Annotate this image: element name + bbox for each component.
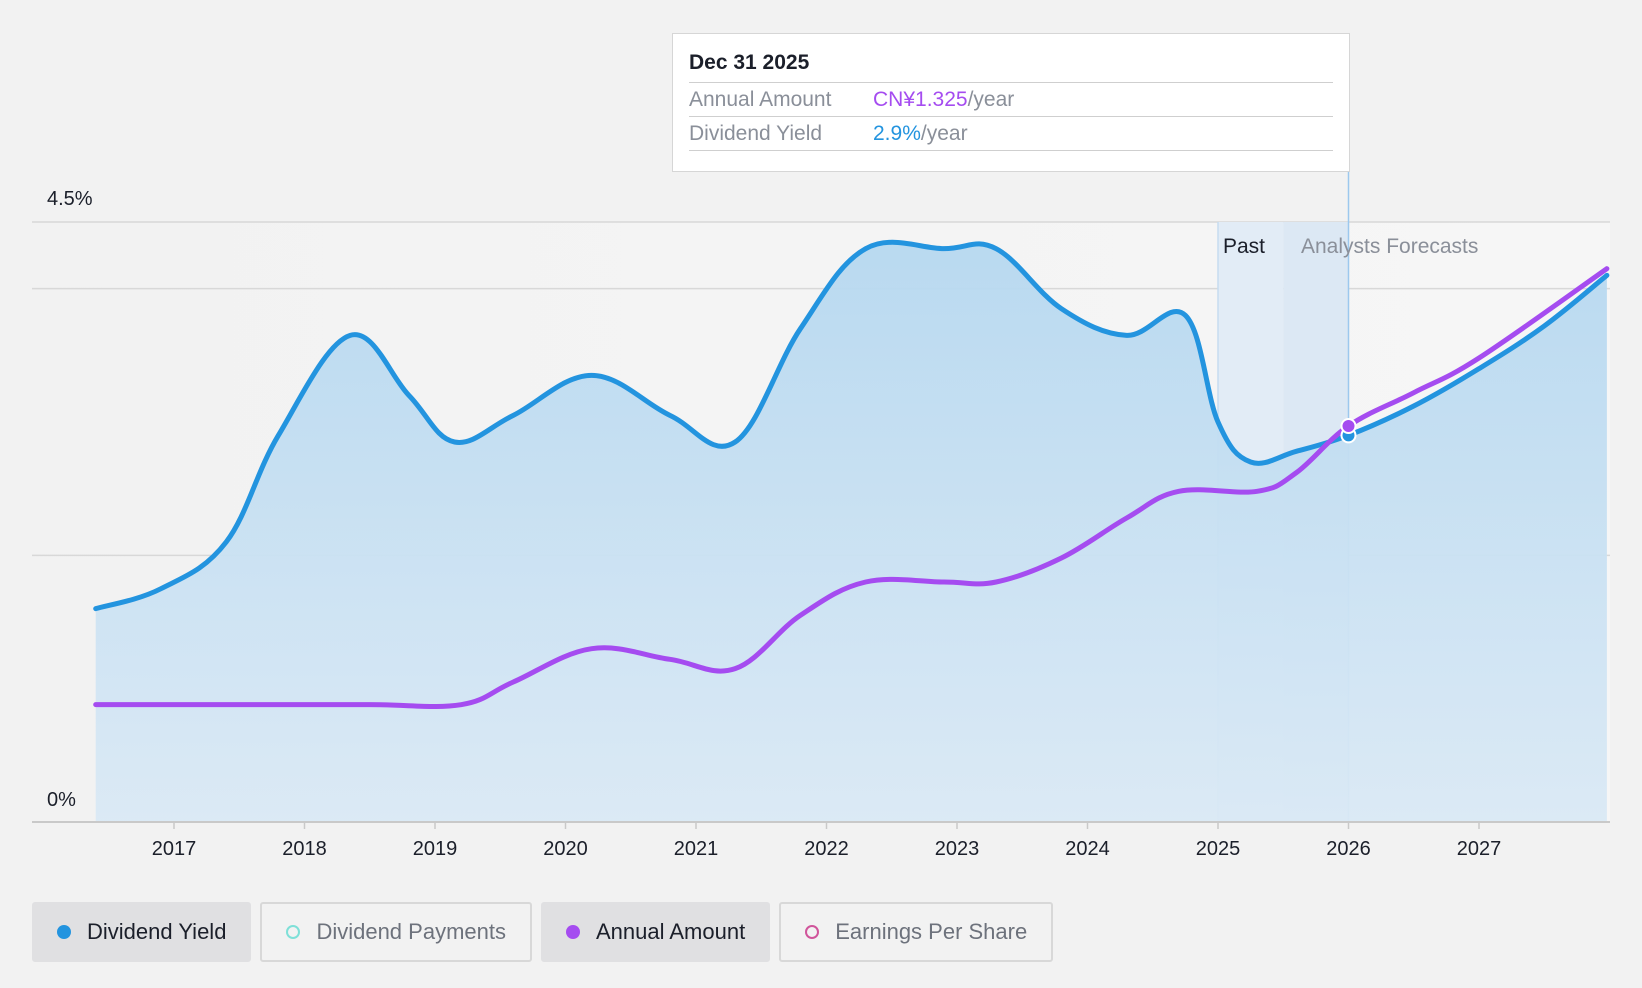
tooltip-row-annual-amount: Annual Amount CN¥1.325 /year xyxy=(689,83,1333,117)
legend-label: Earnings Per Share xyxy=(835,919,1028,944)
earnings-per-share-ring-icon xyxy=(805,925,820,939)
tooltip-label: Dividend Yield xyxy=(689,122,823,145)
tooltip-value: 2.9% xyxy=(873,122,921,145)
highlight-markers xyxy=(1340,418,1357,444)
legend-dividend-yield[interactable]: Dividend Yield xyxy=(32,902,252,962)
legend-annual-amount[interactable]: Annual Amount xyxy=(540,902,771,962)
tooltip-date: Dec 31 2025 xyxy=(689,48,1333,83)
dividend-yield-line xyxy=(93,239,1610,612)
y-axis-bottom-label: 0% xyxy=(47,789,76,811)
legend-label: Dividend Payments xyxy=(316,919,506,944)
legend-earnings-per-share[interactable]: Earnings Per Share xyxy=(779,902,1054,962)
period-forecast-label: Analysts Forecasts xyxy=(1301,235,1478,258)
x-tick-label: 2018 xyxy=(282,838,327,860)
tooltip-label: Annual Amount xyxy=(689,88,832,111)
period-past-label: Past xyxy=(1223,235,1265,258)
x-tick-label: 2017 xyxy=(152,838,197,860)
annual-amount-dot-icon xyxy=(565,925,580,939)
x-tick-label: 2019 xyxy=(413,838,458,860)
legend-label: Dividend Yield xyxy=(87,919,227,944)
tooltip-value: CN¥1.325 xyxy=(873,88,968,111)
legend-dividend-payments[interactable]: Dividend Payments xyxy=(260,902,532,962)
dividend-chart: 4.5% 0% Past Analysts Forecasts 2017 2018… xyxy=(32,172,1610,860)
x-tick-label: 2020 xyxy=(543,838,588,860)
dividend-payments-ring-icon xyxy=(286,925,301,939)
x-axis-ticks: 2017 2018 2019 2020 2021 2022 2023 2024 2025 2026… xyxy=(152,822,1502,860)
tooltip-row-dividend-yield: Dividend Yield 2.9% /year xyxy=(689,117,1333,151)
x-tick-label: 2027 xyxy=(1457,838,1502,860)
x-tick-label: 2026 xyxy=(1326,838,1371,860)
y-axis-top-label: 4.5% xyxy=(47,188,93,210)
x-tick-label: 2021 xyxy=(674,838,719,860)
tooltip-unit: /year xyxy=(967,88,1015,111)
legend: Dividend Yield Dividend Payments Annual … xyxy=(32,902,1054,962)
x-tick-label: 2023 xyxy=(935,838,980,860)
x-tick-label: 2022 xyxy=(804,838,849,860)
tooltip-unit: /year xyxy=(920,122,968,145)
legend-label: Annual Amount xyxy=(595,919,746,944)
tooltip: Dec 31 2025 Annual Amount CN¥1.325 /year… xyxy=(672,33,1350,172)
dividend-yield-area xyxy=(95,242,1607,822)
annual-amount-marker xyxy=(1340,418,1357,434)
x-tick-label: 2024 xyxy=(1065,838,1110,860)
dividend-yield-dot-icon xyxy=(57,925,71,939)
x-tick-label: 2025 xyxy=(1196,838,1241,860)
